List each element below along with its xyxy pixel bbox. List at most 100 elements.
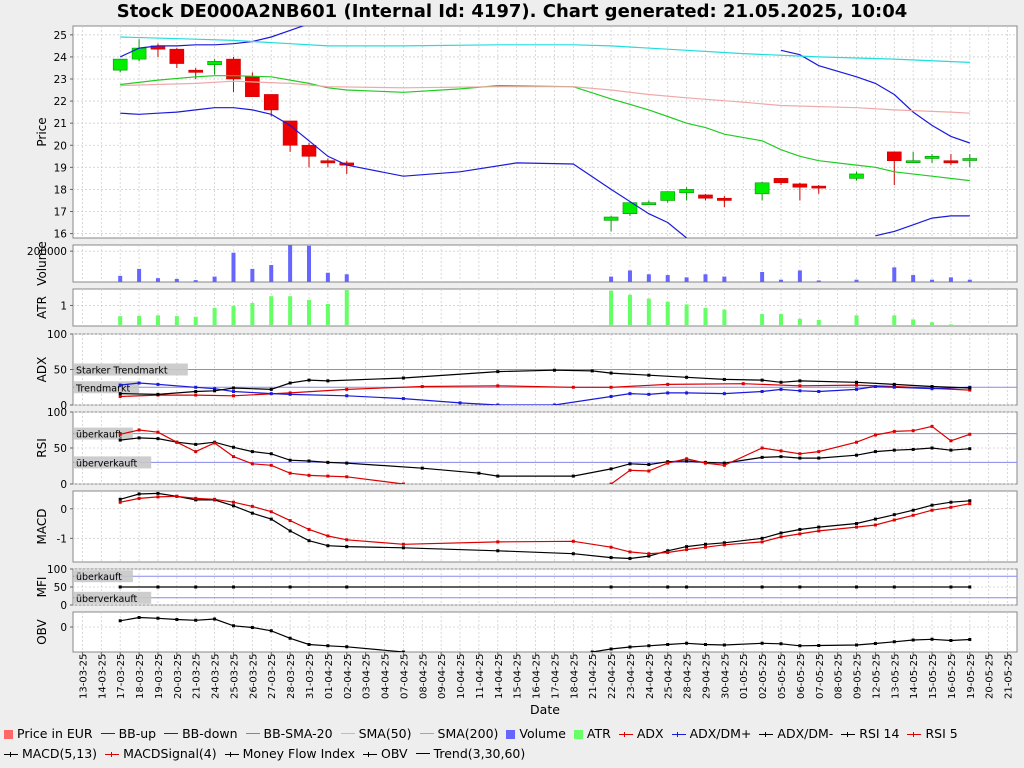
y-tick-label: 0 — [60, 400, 67, 412]
series-point — [722, 541, 726, 545]
series-point — [175, 618, 179, 621]
series-point — [647, 644, 651, 648]
series-point — [798, 452, 802, 456]
y-axis-label: MFI — [35, 577, 49, 598]
series-point — [968, 388, 972, 392]
x-tick-label: 08-05-25 — [834, 654, 845, 699]
series-point — [345, 394, 349, 398]
candle-body — [188, 69, 204, 73]
x-tick-label: 18-04-25 — [569, 654, 580, 699]
x-tick-label: 02-04-25 — [343, 654, 354, 699]
legend-swatch — [671, 730, 686, 740]
series-point — [213, 497, 217, 501]
y-tick-label: 1 — [60, 300, 67, 312]
series-point — [571, 385, 575, 389]
series-point — [571, 474, 575, 478]
series-point — [798, 384, 802, 388]
series-point — [194, 385, 198, 389]
series-point — [118, 619, 122, 623]
series-point — [609, 585, 613, 589]
series-point — [722, 643, 726, 647]
bar — [760, 271, 765, 282]
series-line — [120, 492, 970, 560]
series-point — [779, 642, 783, 646]
legend-item: SMA(50) — [340, 724, 412, 744]
reference-label: überverkauft — [76, 458, 138, 469]
candle-body — [792, 183, 808, 188]
bar — [155, 315, 160, 326]
series-point — [685, 641, 689, 645]
series-point — [855, 453, 859, 457]
bar — [760, 314, 765, 326]
plot-content — [118, 585, 972, 589]
legend-label: SMA(200) — [437, 726, 499, 741]
legend-item: SMA(200) — [419, 724, 499, 744]
series-point — [496, 370, 500, 374]
reference-label-bg — [74, 363, 188, 376]
series-point — [137, 436, 141, 440]
y-tick-label: 50 — [54, 443, 67, 455]
y-tick-label: 0 — [60, 600, 67, 612]
bar — [325, 304, 330, 326]
bar — [609, 276, 614, 282]
bar — [193, 316, 198, 326]
bar — [911, 319, 916, 326]
series-point — [175, 494, 179, 498]
x-tick-label: 07-05-25 — [815, 654, 826, 699]
series-point — [685, 459, 689, 463]
series-point — [137, 616, 141, 619]
candle-body — [679, 189, 694, 194]
series-point — [401, 397, 405, 401]
series-point — [968, 638, 972, 641]
x-tick-label: 01-04-25 — [324, 654, 335, 699]
bar — [948, 277, 953, 282]
candle-body — [943, 160, 959, 164]
bar — [269, 296, 274, 326]
legend-swatch — [362, 750, 377, 760]
series-point — [855, 440, 859, 444]
series-point — [345, 585, 349, 589]
x-tick-label: 20-03-25 — [173, 654, 184, 699]
y-axis-label: Price — [35, 117, 49, 146]
bar — [155, 278, 160, 282]
legend-item: OBV — [362, 744, 408, 764]
series-point — [855, 525, 859, 529]
series-point — [231, 394, 235, 398]
obv-panel: 0 OBV — [35, 611, 1018, 653]
reference-label: Trendmarkt — [75, 383, 130, 394]
bar — [118, 275, 123, 282]
series-point — [194, 496, 198, 500]
y-tick-label: 25 — [54, 30, 67, 42]
series-point — [118, 497, 122, 501]
candle-body — [320, 160, 336, 164]
series-point — [401, 650, 405, 652]
candle-body — [301, 144, 317, 157]
series-point — [930, 385, 934, 389]
legend-item: RSI 14 — [841, 724, 899, 744]
series-point — [760, 455, 764, 459]
series-point — [250, 462, 254, 466]
series-point — [156, 585, 160, 589]
legend-label: BB-SMA-20 — [263, 726, 333, 741]
series-point — [496, 549, 500, 553]
x-tick-label: 02-05-25 — [758, 654, 769, 699]
series-point — [666, 382, 670, 386]
bar — [646, 298, 651, 326]
series-point — [269, 392, 273, 396]
series-point — [269, 629, 273, 633]
series-point — [666, 643, 670, 646]
candle-body — [660, 191, 676, 201]
legend-label: MACD(5,13) — [22, 746, 98, 761]
candle-body — [622, 202, 638, 215]
y-axis-label: ADX — [35, 357, 49, 383]
bar — [892, 267, 897, 282]
series-point — [779, 531, 783, 535]
series-point — [231, 386, 235, 390]
x-tick-label: 23-04-25 — [626, 654, 637, 699]
legend-swatch — [4, 730, 13, 739]
y-tick-label: 50 — [54, 582, 67, 594]
series-point — [968, 447, 972, 451]
x-tick-label: 07-04-25 — [399, 654, 410, 699]
series-point — [118, 392, 122, 396]
